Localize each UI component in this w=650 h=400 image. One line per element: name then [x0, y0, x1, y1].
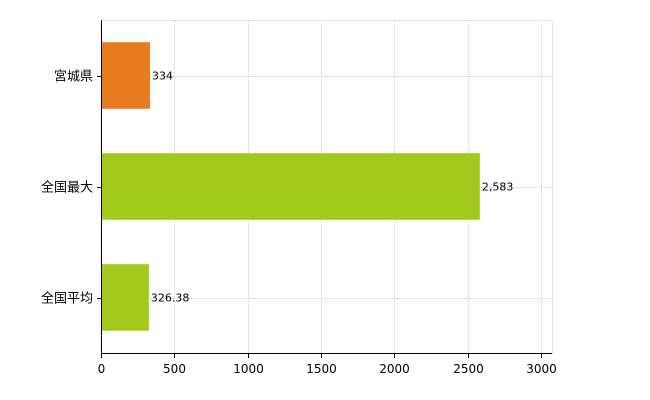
- x-tick-label: 500: [163, 362, 186, 376]
- x-tick-label: 1500: [306, 362, 337, 376]
- data-label: 334: [152, 70, 173, 83]
- x-tick-label: 2500: [453, 362, 484, 376]
- category-label: 全国最大: [41, 180, 93, 196]
- data-label: 2,583: [482, 181, 513, 194]
- x-tick-label: 2000: [379, 362, 410, 376]
- x-tick-label: 3000: [526, 362, 557, 376]
- bar-2: [101, 264, 149, 331]
- bar-0: [101, 42, 150, 109]
- x-tick-label: 1000: [233, 362, 264, 376]
- category-label: 全国平均: [41, 291, 93, 307]
- bar-1: [101, 153, 480, 220]
- data-label: 326.38: [151, 292, 190, 305]
- x-tick-label: 0: [98, 362, 106, 376]
- category-label: 宮城県: [54, 69, 93, 85]
